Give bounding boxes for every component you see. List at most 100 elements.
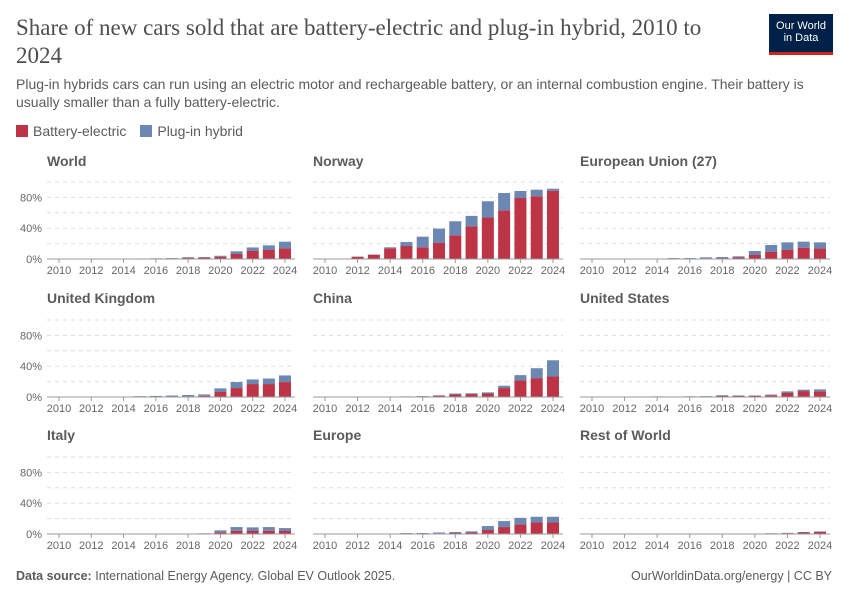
panel-title: Rest of World: [580, 427, 671, 443]
x-tick-label: 2012: [79, 265, 103, 277]
x-tick-label: 2016: [410, 403, 434, 415]
x-tick-label: 2018: [443, 265, 467, 277]
bar-battery-electric: [765, 395, 778, 397]
bar-plug-in-hybrid: [797, 241, 810, 248]
bar-battery-electric: [547, 522, 559, 534]
x-tick-label: 2016: [677, 540, 701, 552]
x-tick-label: 2020: [743, 403, 767, 415]
bar-plug-in-hybrid: [748, 250, 761, 255]
footer-link[interactable]: OurWorldinData.org/energy | CC BY: [630, 569, 832, 583]
bar-plug-in-hybrid: [416, 236, 429, 248]
x-tick-label: 2024: [808, 403, 832, 415]
data-source-text: International Energy Agency. Global EV O…: [95, 569, 396, 583]
bar-plug-in-hybrid: [149, 395, 162, 397]
x-tick-label: 2012: [612, 265, 636, 277]
bar-battery-electric: [449, 532, 462, 534]
bar-battery-electric: [214, 256, 227, 259]
bar-battery-electric: [262, 384, 275, 397]
bar-battery-electric: [416, 247, 429, 259]
bar-battery-electric: [481, 529, 494, 534]
x-tick-label: 2016: [144, 540, 168, 552]
x-tick-label: 2018: [443, 403, 467, 415]
legend-item-battery-electric[interactable]: Battery-electric: [16, 123, 126, 139]
bar-battery-electric: [182, 396, 195, 397]
bar-battery-electric: [781, 533, 794, 534]
owid-logo[interactable]: Our World in Data: [769, 14, 833, 55]
bar-plug-in-hybrid: [814, 531, 826, 532]
x-tick-label: 2022: [775, 540, 799, 552]
bar-battery-electric: [230, 253, 243, 259]
legend-item-plug-in-hybrid[interactable]: Plug-in hybrid: [140, 123, 243, 139]
bar-battery-electric: [748, 395, 761, 397]
x-tick-label: 2010: [313, 540, 337, 552]
bar-plug-in-hybrid: [246, 247, 259, 251]
bar-battery-electric: [279, 530, 291, 534]
x-tick-label: 2024: [541, 265, 565, 277]
bar-plug-in-hybrid: [262, 378, 275, 385]
x-tick-label: 2024: [808, 265, 832, 277]
x-tick-label: 2012: [612, 540, 636, 552]
bar-plug-in-hybrid: [765, 394, 778, 396]
x-tick-label: 2024: [273, 403, 297, 415]
panel-title: Europe: [313, 427, 361, 443]
bar-battery-electric: [514, 198, 527, 259]
x-tick-label: 2022: [240, 540, 264, 552]
bar-plug-in-hybrid: [214, 530, 227, 533]
bar-battery-electric: [547, 376, 559, 397]
panel-united-kingdom: United Kingdom 0% 40% 80% 2010 2012 2014 2016 20…: [20, 290, 297, 415]
x-tick-label: 2018: [710, 540, 734, 552]
bar-battery-electric: [400, 245, 413, 259]
x-tick-label: 2018: [176, 403, 200, 415]
bar-battery-electric: [797, 532, 810, 534]
y-tick-label: 0%: [26, 254, 42, 266]
bar-battery-electric: [246, 530, 259, 534]
panel-rest-of-world: Rest of World 2010 2012 2014 2016 2018 2020 202…: [580, 427, 832, 552]
x-tick-label: 2022: [508, 265, 532, 277]
x-tick-label: 2016: [144, 403, 168, 415]
x-tick-label: 2014: [111, 403, 135, 415]
panel-title: China: [313, 290, 352, 306]
bar-plug-in-hybrid: [547, 360, 559, 377]
x-tick-label: 2014: [645, 265, 669, 277]
bar-battery-electric: [433, 395, 445, 397]
data-source-label: Data source:: [16, 569, 92, 583]
bar-battery-electric: [797, 247, 810, 259]
bar-plug-in-hybrid: [198, 256, 211, 258]
x-tick-label: 2020: [208, 265, 232, 277]
bar-plug-in-hybrid: [449, 393, 462, 395]
bar-battery-electric: [797, 391, 810, 397]
x-tick-label: 2010: [580, 403, 604, 415]
panel-norway: Norway 2010 2012 2014 2016 2018 2020 2022 2024: [313, 153, 565, 277]
y-tick-label: 40%: [20, 498, 42, 510]
bar-plug-in-hybrid: [481, 392, 494, 394]
x-tick-label: 2010: [313, 403, 337, 415]
bar-plug-in-hybrid: [530, 368, 543, 379]
legend-label: Battery-electric: [33, 123, 127, 139]
bar-plug-in-hybrid: [230, 382, 243, 389]
x-tick-label: 2020: [208, 403, 232, 415]
bar-plug-in-hybrid: [133, 396, 146, 397]
bar-battery-electric: [781, 249, 794, 259]
panel-european-union-27-: European Union (27) 2010 2012 2014 2016 2018 2…: [580, 153, 832, 277]
bar-battery-electric: [781, 392, 794, 397]
x-tick-label: 2012: [79, 540, 103, 552]
bar-battery-electric: [814, 391, 826, 397]
bar-battery-electric: [481, 393, 494, 397]
x-tick-label: 2022: [240, 265, 264, 277]
panel-title: Italy: [47, 427, 75, 443]
x-tick-label: 2010: [47, 403, 71, 415]
x-tick-label: 2016: [410, 540, 434, 552]
bar-plug-in-hybrid: [530, 189, 543, 197]
bar-battery-electric: [465, 394, 478, 397]
legend-label: Plug-in hybrid: [157, 123, 243, 139]
y-tick-label: 40%: [20, 223, 42, 235]
bar-plug-in-hybrid: [465, 215, 478, 227]
bar-plug-in-hybrid: [166, 395, 178, 397]
bar-battery-electric: [279, 382, 291, 397]
x-tick-label: 2022: [775, 265, 799, 277]
bar-plug-in-hybrid: [514, 517, 527, 525]
bar-plug-in-hybrid: [279, 241, 291, 249]
bar-plug-in-hybrid: [781, 242, 794, 250]
y-tick-label: 40%: [20, 361, 42, 373]
